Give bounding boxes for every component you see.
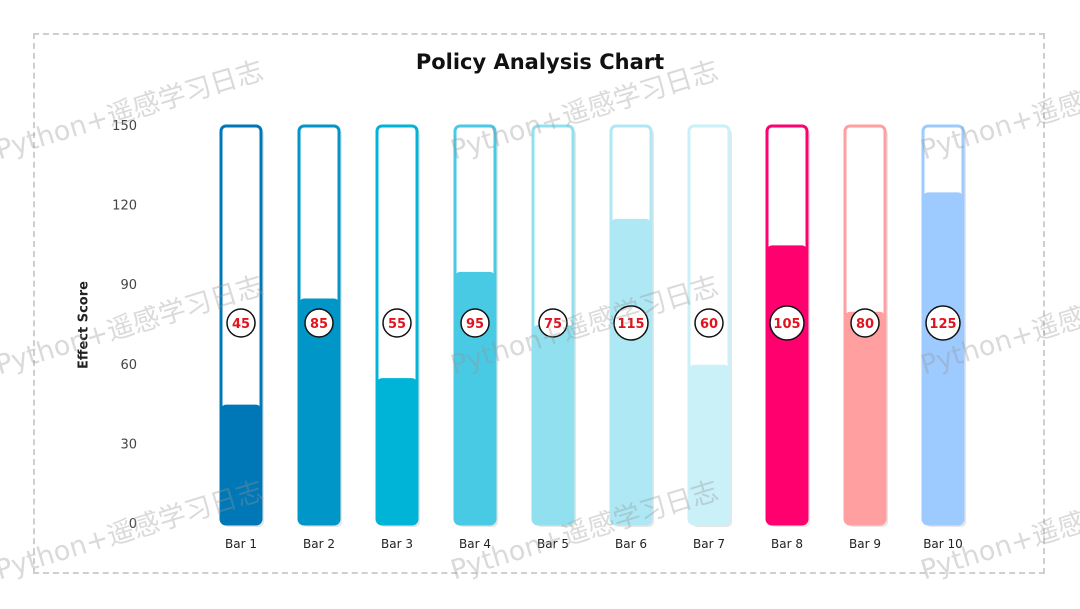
value-badge	[304, 308, 334, 338]
value-badge	[769, 305, 805, 341]
x-tick-label: Bar 8	[771, 537, 803, 551]
y-tick-label: 90	[120, 278, 137, 293]
value-badge	[382, 308, 412, 338]
value-badge	[850, 308, 880, 338]
value-badge	[460, 308, 490, 338]
value-badge	[925, 305, 961, 341]
bar	[689, 364, 729, 524]
data-label: 75	[544, 317, 562, 332]
bar	[377, 378, 417, 524]
x-tick-label: Bar 3	[381, 537, 413, 551]
x-tick-label: Bar 5	[537, 537, 569, 551]
bar	[455, 271, 495, 524]
x-tick-label: Bar 9	[849, 537, 881, 551]
value-badge	[613, 305, 649, 341]
data-label: 55	[388, 317, 406, 332]
y-tick-label: 30	[120, 437, 137, 452]
data-label: 45	[232, 317, 250, 332]
bar	[923, 192, 963, 525]
x-tick-label: Bar 7	[693, 537, 725, 551]
chart-title: Policy Analysis Chart	[415, 50, 665, 74]
x-tick-label: Bar 10	[923, 537, 963, 551]
bar	[221, 404, 261, 524]
bar	[767, 245, 807, 524]
x-tick-label: Bar 6	[615, 537, 647, 551]
data-label: 115	[617, 317, 644, 332]
data-label: 60	[700, 317, 718, 332]
value-badge	[226, 308, 256, 338]
data-label: 125	[929, 317, 956, 332]
data-label: 85	[310, 317, 328, 332]
data-label: 105	[773, 317, 800, 332]
y-tick-label: 60	[120, 358, 137, 373]
bar	[611, 218, 651, 524]
data-label: 95	[466, 317, 484, 332]
y-tick-label: 0	[129, 517, 137, 532]
bar	[299, 298, 339, 524]
data-label: 80	[856, 317, 874, 332]
value-badge	[538, 308, 568, 338]
value-badge	[694, 308, 724, 338]
x-tick-label: Bar 4	[459, 537, 491, 551]
x-tick-label: Bar 1	[225, 537, 257, 551]
y-tick-label: 150	[112, 119, 137, 134]
x-tick-label: Bar 2	[303, 537, 335, 551]
chart-frame	[33, 33, 1045, 574]
bar	[845, 311, 885, 524]
y-tick-label: 120	[112, 199, 137, 214]
bar	[533, 325, 573, 524]
